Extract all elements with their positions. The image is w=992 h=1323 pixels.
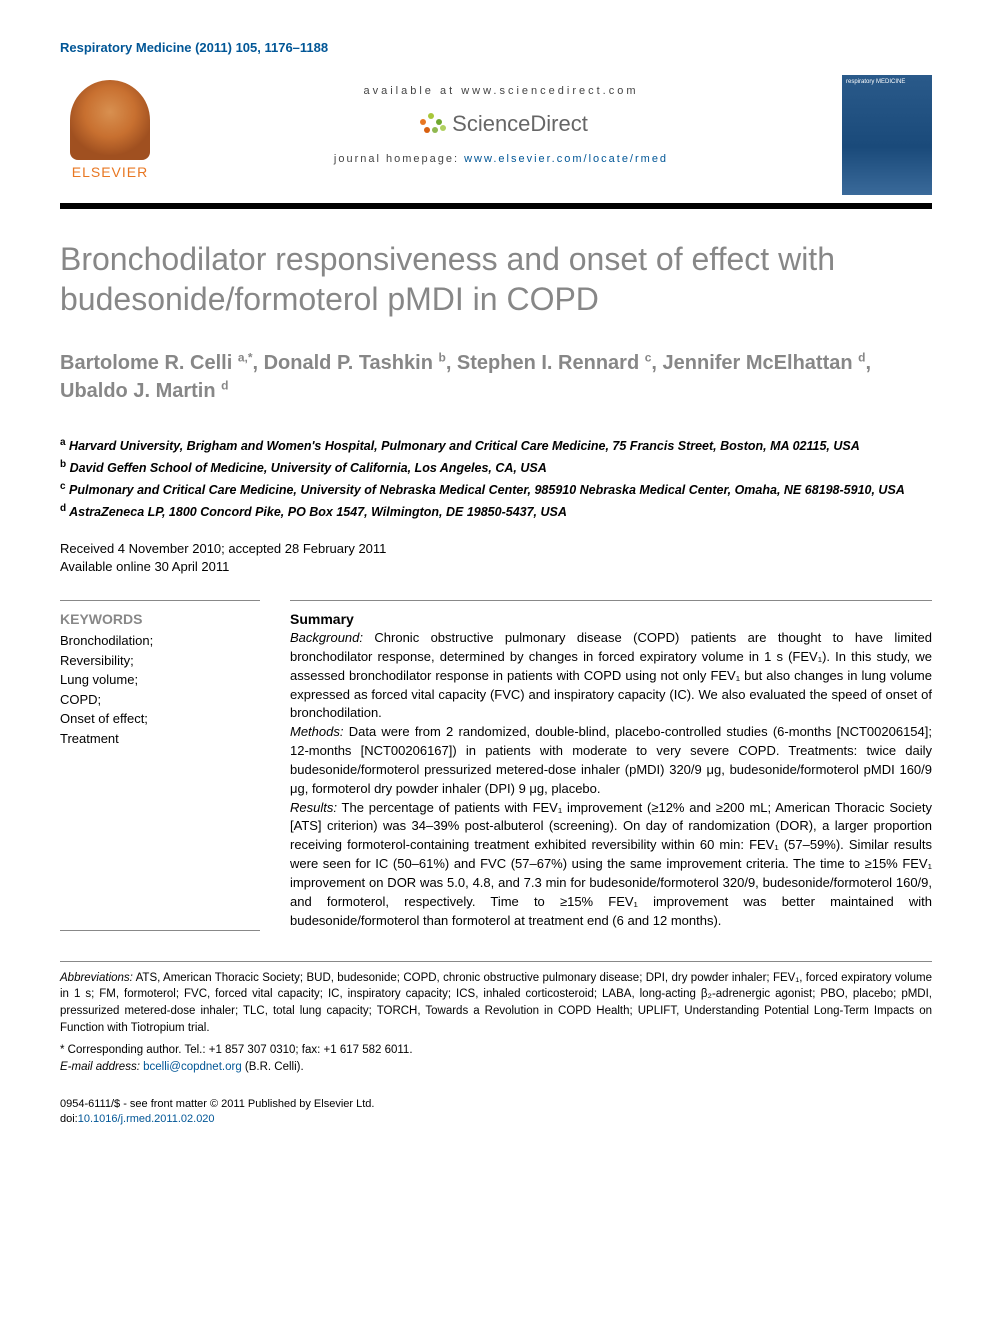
header-row: ELSEVIER available at www.sciencedirect.…: [60, 75, 932, 195]
keywords-list: Bronchodilation;Reversibility;Lung volum…: [60, 631, 260, 748]
keywords-box: KEYWORDS Bronchodilation;Reversibility;L…: [60, 600, 260, 931]
affiliation-item: c Pulmonary and Critical Care Medicine, …: [60, 479, 932, 500]
summary-text: Background: Chronic obstructive pulmonar…: [290, 629, 932, 931]
keyword-item: COPD;: [60, 690, 260, 710]
journal-cover-thumbnail[interactable]: respiratory MEDICINE: [842, 75, 932, 195]
background-text: Chronic obstructive pulmonary disease (C…: [290, 630, 932, 720]
sciencedirect-icon: [414, 109, 444, 139]
authors: Bartolome R. Celli a,*, Donald P. Tashki…: [60, 349, 932, 405]
elsevier-logo[interactable]: ELSEVIER: [60, 75, 160, 185]
article-dates: Received 4 November 2010; accepted 28 Fe…: [60, 540, 932, 576]
keyword-item: Treatment: [60, 729, 260, 749]
keyword-item: Bronchodilation;: [60, 631, 260, 651]
methods-text: Data were from 2 randomized, double-blin…: [290, 724, 932, 796]
cover-title: respiratory MEDICINE: [846, 79, 905, 85]
content-row: KEYWORDS Bronchodilation;Reversibility;L…: [60, 600, 932, 931]
abbreviations-text: ATS, American Thoracic Society; BUD, bud…: [60, 972, 932, 1034]
results-label: Results:: [290, 800, 337, 815]
keyword-item: Lung volume;: [60, 670, 260, 690]
header-center: available at www.sciencedirect.com Scien…: [180, 75, 822, 165]
available-online: Available online 30 April 2011: [60, 558, 932, 576]
abbreviations: Abbreviations: ATS, American Thoracic So…: [60, 970, 932, 1037]
journal-citation: Respiratory Medicine (2011) 105, 1176–11…: [60, 40, 932, 55]
corresponding-author: * Corresponding author. Tel.: +1 857 307…: [60, 1042, 932, 1077]
email-link[interactable]: bcelli@copdnet.org: [143, 1061, 242, 1073]
methods-label: Methods:: [290, 724, 343, 739]
homepage-link[interactable]: www.elsevier.com/locate/rmed: [464, 153, 668, 165]
keyword-item: Reversibility;: [60, 651, 260, 671]
doi-label: doi:: [60, 1113, 78, 1125]
received-accepted: Received 4 November 2010; accepted 28 Fe…: [60, 540, 932, 558]
issn-line: 0954-6111/$ - see front matter © 2011 Pu…: [60, 1097, 932, 1112]
abbreviations-label: Abbreviations:: [60, 972, 133, 984]
summary-heading: Summary: [290, 611, 932, 627]
elsevier-label: ELSEVIER: [72, 164, 148, 180]
affiliations: a Harvard University, Brigham and Women'…: [60, 435, 932, 522]
affiliation-item: a Harvard University, Brigham and Women'…: [60, 435, 932, 456]
keywords-heading: KEYWORDS: [60, 611, 260, 627]
sciencedirect-logo[interactable]: ScienceDirect: [414, 109, 588, 139]
affiliation-item: d AstraZeneca LP, 1800 Concord Pike, PO …: [60, 501, 932, 522]
journal-homepage: journal homepage: www.elsevier.com/locat…: [180, 153, 822, 165]
elsevier-tree-icon: [70, 80, 150, 160]
background-label: Background:: [290, 630, 363, 645]
available-at: available at www.sciencedirect.com: [180, 85, 822, 97]
corresponding-label: * Corresponding author.: [60, 1044, 181, 1056]
email-label: E-mail address:: [60, 1061, 140, 1073]
article-title: Bronchodilator responsiveness and onset …: [60, 239, 932, 319]
bottom-info: 0954-6111/$ - see front matter © 2011 Pu…: [60, 1097, 932, 1128]
homepage-label: journal homepage:: [334, 153, 464, 165]
keyword-item: Onset of effect;: [60, 709, 260, 729]
sciencedirect-text: ScienceDirect: [452, 111, 588, 137]
summary-column: Summary Background: Chronic obstructive …: [290, 600, 932, 931]
email-suffix: (B.R. Celli).: [242, 1061, 304, 1073]
results-text: The percentage of patients with FEV₁ imp…: [290, 800, 932, 928]
affiliation-item: b David Geffen School of Medicine, Unive…: [60, 457, 932, 478]
divider-bar: [60, 203, 932, 209]
footer-divider: [60, 961, 932, 962]
doi-link[interactable]: 10.1016/j.rmed.2011.02.020: [78, 1113, 215, 1125]
corresponding-contact: Tel.: +1 857 307 0310; fax: +1 617 582 6…: [181, 1044, 412, 1056]
